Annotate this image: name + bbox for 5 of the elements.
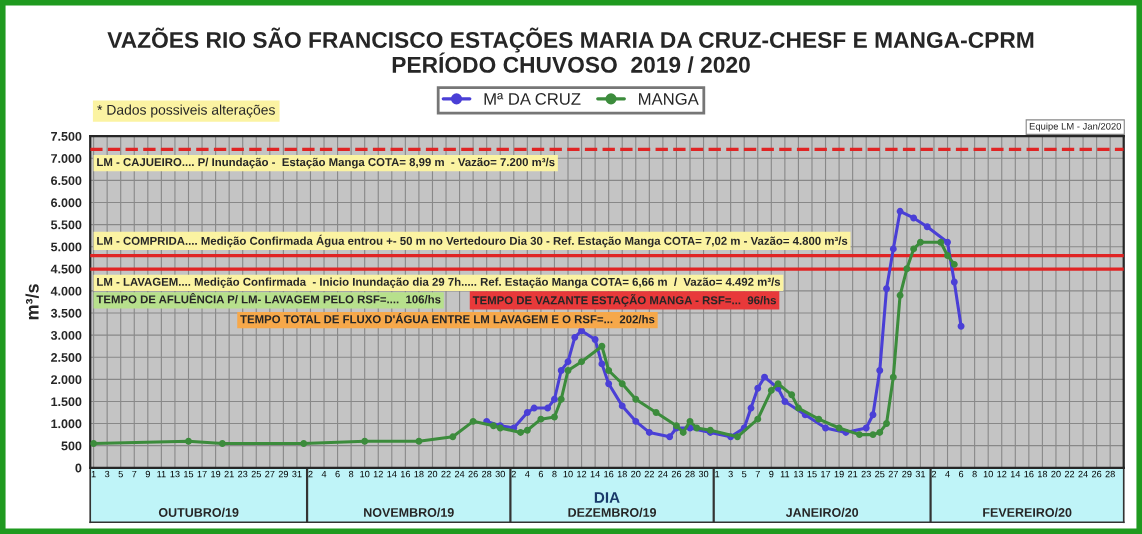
legend-label: MANGA (639, 93, 699, 105)
chart-subtitle: PERÍODO CHUVOSO 2019 / 2020 (392, 52, 750, 74)
chart-title: VAZÕES RIO SÃO FRANCISCO ESTAÇÕES MARIA DA CRUZ-CHESF E MANGA-CPRM (107, 27, 1034, 53)
y-axis-title: m³/s (25, 284, 39, 320)
legend-label: Mª DA CRUZ (484, 93, 581, 105)
